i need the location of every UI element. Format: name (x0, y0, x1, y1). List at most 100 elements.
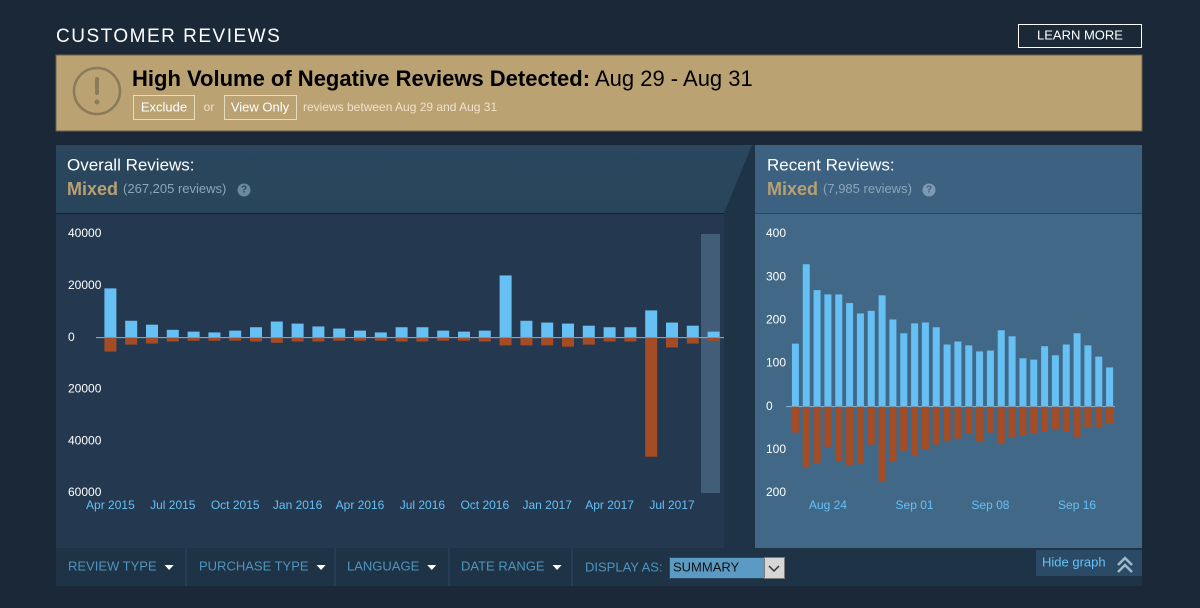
learn-more-button[interactable] (1018, 24, 1142, 48)
bar (1019, 406, 1027, 436)
bar (458, 337, 470, 341)
bar (229, 330, 242, 338)
bar (499, 337, 512, 346)
warning-banner (55, 54, 1143, 132)
bar (104, 337, 117, 352)
y-tick-label: 300 (766, 269, 786, 283)
display-select-button (764, 557, 785, 579)
x-tick-label: Jul 2017 (649, 498, 695, 512)
y-tick-label: 60000 (68, 485, 102, 499)
bar (921, 406, 929, 449)
x-tick-label: Sep 16 (1058, 498, 1096, 512)
banner-heading: High Volume of Negative Reviews Detected… (132, 66, 590, 91)
hide-graph-label[interactable]: Hide graph (1042, 554, 1106, 569)
bar (1084, 345, 1092, 407)
overall-help-icon[interactable] (237, 183, 251, 197)
overall-chart-area (56, 213, 724, 548)
hide-graph-button[interactable] (1036, 550, 1142, 576)
banner-note: reviews between Aug 29 and Aug 31 (303, 100, 497, 114)
bar (229, 337, 242, 341)
bar (270, 321, 283, 338)
bar (582, 325, 595, 338)
bar (166, 329, 179, 338)
overall-summary: Mixed (267,205 reviews) (67, 179, 226, 199)
bar (208, 337, 221, 341)
view-only-label[interactable]: View Only (231, 99, 290, 114)
recent-rating: Mixed (767, 179, 818, 199)
bar (1073, 333, 1081, 407)
dropdown-arrow (427, 565, 437, 570)
overall-help[interactable]: ? (241, 185, 247, 196)
bar (1062, 406, 1070, 432)
bar (986, 350, 994, 407)
learn-more-label[interactable]: LEARN MORE (1037, 27, 1123, 42)
bar (1095, 356, 1103, 407)
bar (707, 337, 720, 341)
bar (333, 328, 346, 338)
overall-label: Overall Reviews: (67, 155, 195, 174)
or-text: or (204, 100, 215, 114)
filter-dropdown[interactable]: PURCHASE TYPE (199, 558, 309, 573)
filter-dropdown[interactable]: LANGUAGE (347, 558, 420, 573)
filter-dropdown[interactable]: REVIEW TYPE (68, 558, 157, 573)
y-tick-label: 0 (766, 399, 773, 413)
x-tick-label: Jan 2016 (273, 498, 323, 512)
bar (270, 337, 283, 343)
recent-help-icon[interactable] (922, 183, 936, 197)
bar (624, 327, 637, 338)
bar (478, 337, 491, 342)
bar (976, 406, 984, 442)
bar (1095, 406, 1103, 427)
bar (900, 406, 908, 451)
bar (921, 322, 929, 407)
bar (520, 320, 533, 338)
bar (1030, 406, 1038, 434)
bar (824, 406, 832, 447)
warning-icon (72, 66, 122, 116)
bar (878, 295, 886, 407)
overall-rating: Mixed (67, 179, 118, 199)
bar (813, 406, 821, 463)
bar (1008, 336, 1016, 407)
bar (1041, 346, 1049, 407)
bar (395, 337, 408, 342)
x-tick-label: Apr 2017 (585, 498, 634, 512)
bar (1041, 406, 1049, 432)
exclude-button[interactable] (133, 95, 195, 120)
y-tick-label: 20000 (68, 278, 102, 292)
y-tick-label: 100 (766, 442, 786, 456)
zoom-connector (724, 145, 755, 548)
bar (791, 406, 799, 433)
bar (986, 406, 994, 433)
display-as-label: DISPLAY AS: (585, 559, 663, 574)
filter-dropdown[interactable]: DATE RANGE (461, 558, 545, 573)
y-tick-label: 200 (766, 485, 786, 499)
bar (867, 310, 875, 407)
view-only-button[interactable] (224, 95, 297, 120)
x-tick-label: Aug 24 (809, 498, 847, 512)
bar (187, 331, 200, 338)
bar (856, 406, 864, 465)
bar (666, 322, 678, 338)
overall-count: (267,205 reviews) (123, 181, 226, 196)
recent-help[interactable]: ? (926, 185, 932, 196)
bar (645, 337, 658, 457)
bar (395, 327, 408, 338)
x-tick-label: Sep 08 (971, 498, 1009, 512)
bar (1062, 344, 1070, 407)
bar (943, 344, 951, 407)
bar (499, 275, 512, 338)
x-tick-label: Jul 2016 (400, 498, 446, 512)
bar (878, 406, 886, 481)
bar (900, 333, 908, 407)
exclude-label[interactable]: Exclude (141, 99, 187, 114)
y-tick-label: 200 (766, 313, 786, 327)
y-tick-label: 400 (766, 226, 786, 240)
bar (813, 290, 821, 407)
bar (997, 330, 1005, 407)
x-tick-label: Apr 2016 (336, 498, 385, 512)
y-tick-label: 0 (68, 330, 75, 344)
bar (562, 323, 574, 338)
dropdown-arrow (552, 565, 562, 570)
hide-graph-chevron (1117, 556, 1133, 573)
